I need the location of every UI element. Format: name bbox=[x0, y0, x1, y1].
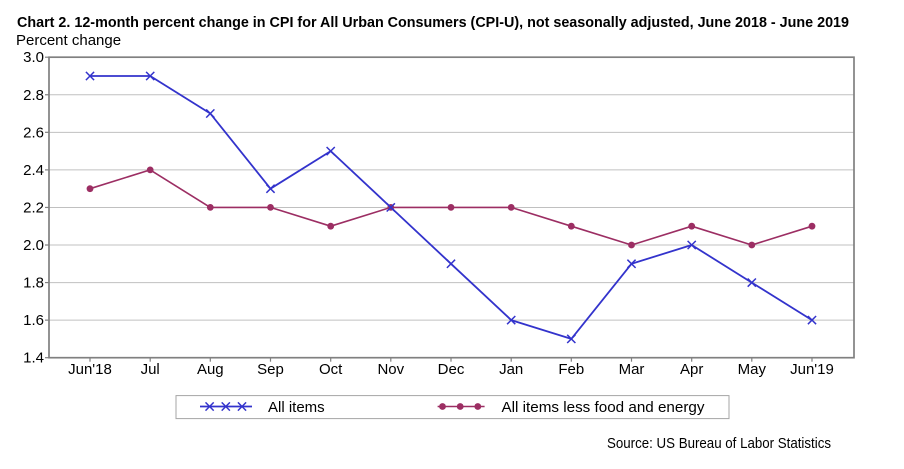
svg-text:Jul: Jul bbox=[141, 361, 160, 378]
svg-text:2.4: 2.4 bbox=[23, 162, 44, 179]
svg-text:Apr: Apr bbox=[680, 361, 703, 378]
svg-text:Jun'19: Jun'19 bbox=[790, 361, 834, 378]
svg-text:2.2: 2.2 bbox=[23, 199, 44, 216]
svg-text:Oct: Oct bbox=[319, 361, 343, 378]
svg-text:2.8: 2.8 bbox=[23, 87, 44, 104]
svg-text:Source: US Bureau of Labor Sta: Source: US Bureau of Labor Statistics bbox=[607, 435, 831, 452]
svg-text:Chart 2. 12-month percent chan: Chart 2. 12-month percent change in CPI … bbox=[17, 15, 849, 31]
svg-text:Sep: Sep bbox=[257, 361, 284, 378]
svg-text:1.6: 1.6 bbox=[23, 312, 44, 329]
svg-text:Dec: Dec bbox=[438, 361, 465, 378]
svg-text:May: May bbox=[738, 361, 767, 378]
svg-text:Feb: Feb bbox=[558, 361, 584, 378]
svg-text:All items less food and energy: All items less food and energy bbox=[502, 399, 706, 416]
svg-text:Jun'18: Jun'18 bbox=[68, 361, 112, 378]
svg-text:All items: All items bbox=[268, 399, 325, 416]
svg-text:1.4: 1.4 bbox=[23, 350, 44, 367]
svg-text:Percent change: Percent change bbox=[16, 32, 121, 49]
svg-text:1.8: 1.8 bbox=[23, 275, 44, 292]
svg-text:Aug: Aug bbox=[197, 361, 224, 378]
svg-text:Jan: Jan bbox=[499, 361, 523, 378]
svg-text:Mar: Mar bbox=[619, 361, 645, 378]
svg-text:Nov: Nov bbox=[377, 361, 404, 378]
svg-text:2.0: 2.0 bbox=[23, 237, 44, 254]
svg-text:3.0: 3.0 bbox=[23, 49, 44, 66]
svg-text:2.6: 2.6 bbox=[23, 124, 44, 141]
